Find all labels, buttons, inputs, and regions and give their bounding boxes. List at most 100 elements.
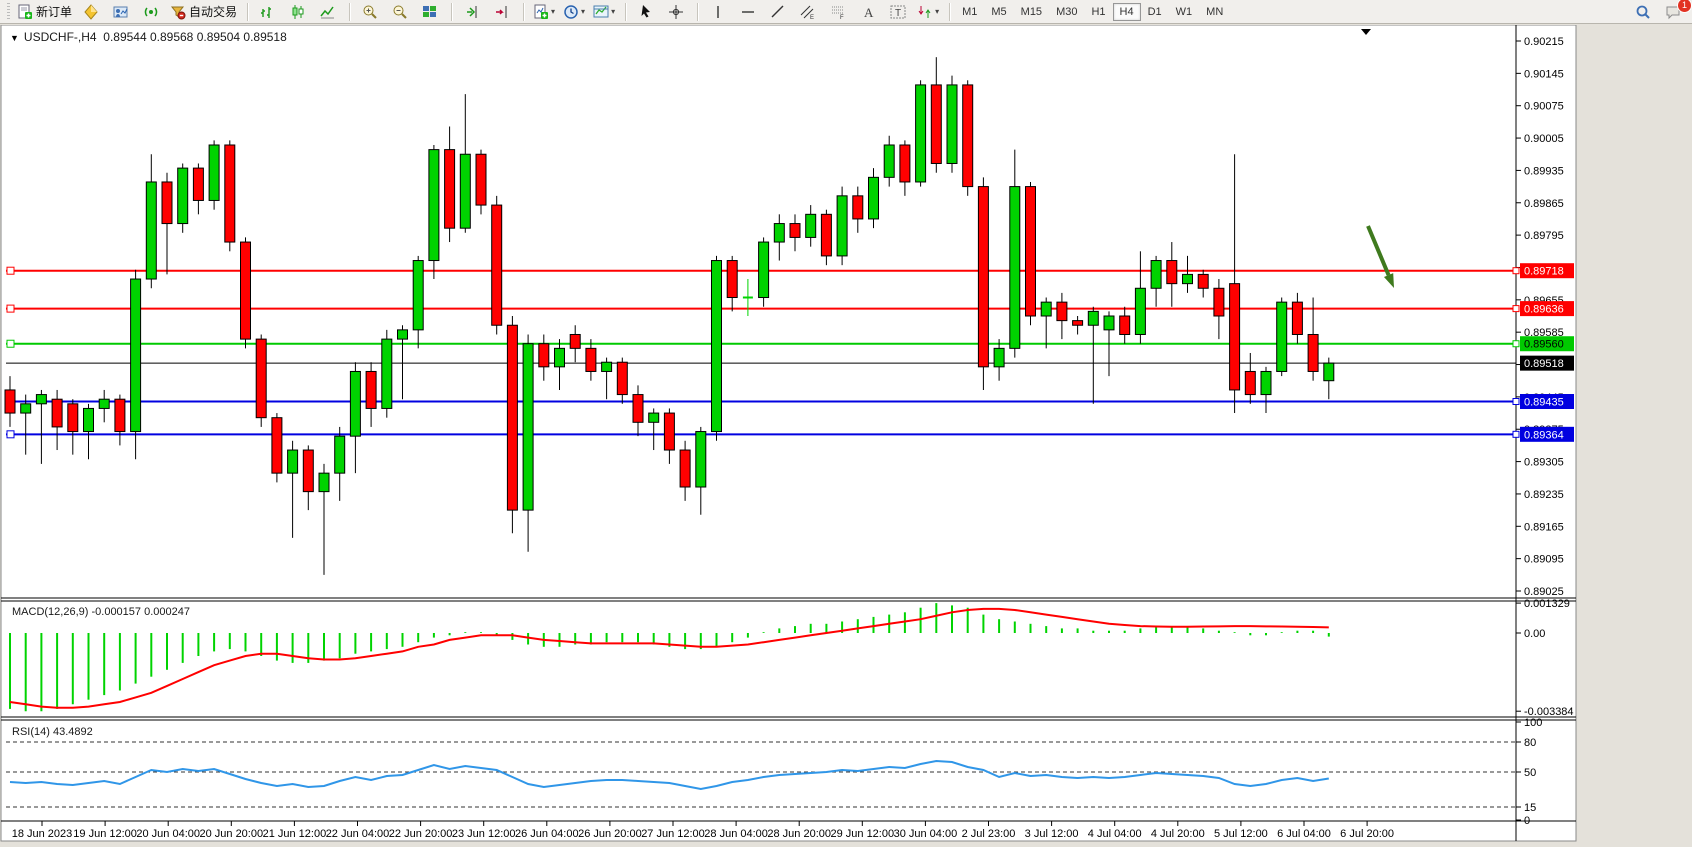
line-chart-button[interactable] [314, 1, 342, 23]
zoom-out-icon [392, 4, 408, 20]
timeframe-m15-button[interactable]: M15 [1020, 5, 1043, 18]
trendline-button[interactable] [764, 1, 792, 23]
price-tick-label: 0.89165 [1524, 521, 1564, 533]
dropdown-caret-icon[interactable]: ▾ [551, 7, 556, 16]
date-tick-label: 2 Jul 23:00 [962, 828, 1016, 840]
toolbar-separator [523, 2, 526, 21]
timeframe-m30-button[interactable]: M30 [1056, 5, 1078, 18]
signals-button[interactable] [137, 1, 165, 23]
date-tick-label: 19 Jun 12:00 [73, 828, 137, 840]
price-tick-label: 0.90215 [1524, 36, 1564, 48]
tile-windows-icon [422, 4, 438, 20]
date-tick-label: 23 Jun 12:00 [452, 828, 516, 840]
fibonacci-button[interactable]: F [824, 1, 852, 23]
timeframe-h1-button[interactable]: H1 [1091, 5, 1106, 18]
date-tick-label: 4 Jul 04:00 [1088, 828, 1142, 840]
text-label-button[interactable]: T [884, 1, 912, 23]
date-tick-label: 20 Jun 04:00 [136, 828, 200, 840]
auto-scroll-button[interactable] [458, 1, 486, 23]
chart-shift-marker[interactable] [1361, 29, 1371, 35]
candlestick-chart-icon [290, 4, 306, 20]
equidistant-channel-button[interactable]: E [794, 1, 822, 23]
line-anchor-handle[interactable] [6, 430, 15, 439]
rsi-tick-label: 15 [1524, 802, 1536, 814]
macd-indicator-label: MACD(12,26,9) -0.000157 0.000247 [12, 606, 190, 618]
rsi-line [9, 759, 1329, 791]
new-order-button[interactable]: 新订单 [14, 1, 75, 23]
line-price-label [1520, 263, 1574, 279]
timeframe-m1-button[interactable]: M1 [962, 5, 978, 18]
templates-button[interactable]: ▾ [590, 1, 618, 23]
date-tick-label: 29 Jun 12:00 [830, 828, 894, 840]
strategy-tester-button[interactable] [107, 1, 135, 23]
trend-arrow-head [1383, 273, 1394, 288]
timeframe-h4-button[interactable]: H4 [1112, 2, 1141, 21]
trendline-icon [770, 4, 786, 20]
price-tick-label: 0.90145 [1524, 68, 1564, 80]
cursor-button[interactable] [632, 1, 660, 23]
bar-chart-button[interactable] [254, 1, 282, 23]
line-anchor-handle[interactable] [6, 304, 15, 313]
svg-text:F: F [840, 15, 844, 20]
periods-button[interactable]: ▾ [560, 1, 588, 23]
toolbar-drag-handle[interactable] [7, 2, 10, 21]
date-tick-label: 4 Jul 20:00 [1151, 828, 1205, 840]
dropdown-caret-icon[interactable]: ▾ [581, 7, 586, 16]
candlestick-chart-button[interactable] [284, 1, 312, 23]
zoom-in-button[interactable] [356, 1, 384, 23]
rsi-tick-label: 80 [1524, 737, 1536, 749]
line-price-label [1520, 394, 1574, 410]
strategy-tester-icon [113, 4, 129, 20]
current-price-label [1520, 355, 1574, 371]
line-price-label-text: 0.89435 [1524, 397, 1564, 409]
toolbar-separator [625, 2, 628, 21]
chart-canvas[interactable]: 0.90215 0.90145 0.90075 0.90005 0.89935 0.898… [0, 25, 1692, 847]
auto-scroll-icon [464, 4, 480, 20]
dropdown-caret-icon[interactable]: ▾ [935, 7, 940, 16]
zoom-out-button[interactable] [386, 1, 414, 23]
rsi-tick-label: 100 [1524, 717, 1542, 729]
text-button[interactable]: A [854, 1, 882, 23]
candlestick-series [4, 57, 1335, 575]
price-tick-label: 0.89935 [1524, 165, 1564, 177]
line-price-label-text: 0.89718 [1524, 266, 1564, 278]
date-tick-label: 30 Jun 04:00 [894, 828, 958, 840]
price-tick-label: 0.90005 [1524, 133, 1564, 145]
toolbar: 新订单 自动交易 ▾ ▾ ▾ E F A T ▾ M1 M5 M15 M30 H1 H4 D1 W1 MN 1 [0, 0, 1692, 24]
dropdown-caret-icon[interactable]: ▾ [611, 7, 616, 16]
line-price-label [1520, 301, 1574, 317]
crosshair-button[interactable] [662, 1, 690, 23]
line-anchor-handle[interactable] [6, 266, 15, 275]
date-tick-label: 3 Jul 12:00 [1025, 828, 1079, 840]
chart-menu-icon[interactable]: ▼ [10, 33, 19, 43]
horizontal-line-button[interactable] [734, 1, 762, 23]
timeframe-m5-button[interactable]: M5 [991, 5, 1007, 18]
chart-shift-button[interactable] [488, 1, 516, 23]
timeframe-mn-button[interactable]: MN [1206, 5, 1224, 18]
line-chart-icon [320, 4, 336, 20]
autotrading-button[interactable]: 自动交易 [167, 1, 240, 23]
templates-icon [593, 4, 609, 20]
svg-text:T: T [895, 8, 901, 19]
arrow-objects-button[interactable]: ▾ [914, 1, 942, 23]
arrow-objects-icon [917, 4, 933, 20]
vertical-line-button[interactable] [704, 1, 732, 23]
search-button[interactable] [1629, 1, 1657, 23]
line-axis-anchor [1512, 398, 1520, 406]
line-price-label-text: 0.89636 [1524, 304, 1564, 316]
line-axis-anchor [1512, 340, 1520, 348]
indicators-button[interactable]: ▾ [530, 1, 558, 23]
metaeditor-button[interactable] [77, 1, 105, 23]
timeframe-d1-button[interactable]: D1 [1147, 5, 1162, 18]
timeframe-w1-button[interactable]: W1 [1175, 5, 1193, 18]
date-tick-label: 21 Jun 12:00 [263, 828, 327, 840]
price-tick-label: 0.89585 [1524, 327, 1564, 339]
chat-button[interactable]: 1 [1659, 0, 1692, 23]
trend-arrow-annotation[interactable] [1366, 225, 1391, 276]
date-tick-label: 6 Jul 20:00 [1340, 828, 1394, 840]
tile-windows-button[interactable] [416, 1, 444, 23]
bar-chart-icon [260, 4, 276, 20]
line-axis-anchor [1512, 430, 1520, 438]
line-anchor-handle[interactable] [6, 339, 15, 348]
current-price-label-text: 0.89518 [1524, 358, 1564, 370]
